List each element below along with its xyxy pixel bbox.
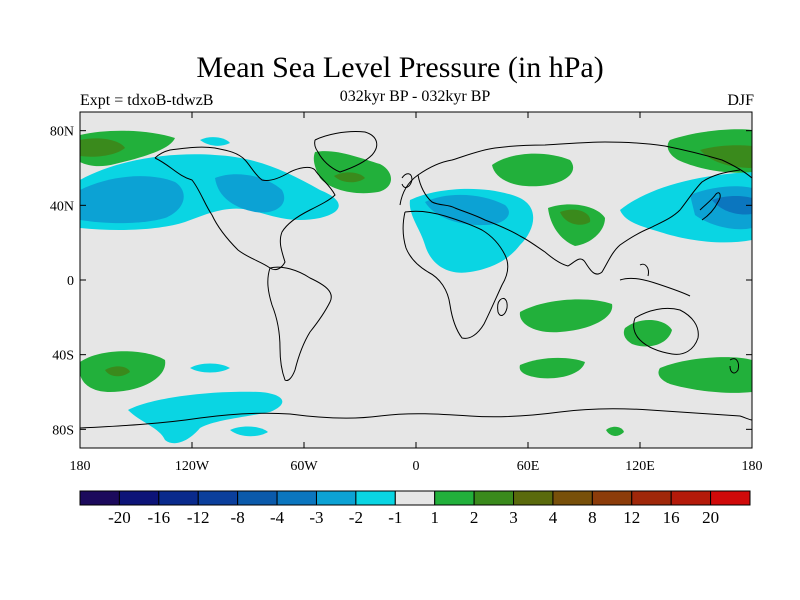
colorbar-label: -2 [349,508,363,527]
south-pacific-negative-small [190,363,230,373]
colorbar-swatch [118,490,160,506]
map-title: Mean Sea Level Pressure (in hPa) [196,51,604,84]
coast-indonesia [619,263,691,297]
colorbar-label: 4 [549,508,558,527]
arctic-positive-west-core [80,138,125,157]
colorbar-swatch [355,490,396,506]
colorbar-label: -12 [187,508,210,527]
colorbar-swatch [591,490,633,506]
colorbar-label: -4 [270,508,285,527]
colorbar-label: 16 [663,508,680,527]
coast-australia [633,307,699,355]
lat-tick-label: 40S [52,349,74,364]
lon-tick-label: 120E [625,459,655,474]
colorbar-swatch [710,490,751,506]
lon-tick-label: 120W [175,459,210,474]
colorbar-label: -1 [388,508,402,527]
lat-tick-label: 80S [52,423,74,438]
colorbar-swatch [670,490,712,506]
colorbar-swatch [631,490,672,506]
lon-tick-label: 0 [413,459,420,474]
colorbar-label: -16 [147,508,170,527]
siberia-positive [492,153,574,187]
colorbar-label: 3 [509,508,518,527]
colorbar-label: 2 [470,508,479,527]
coast-madagascar [497,297,508,316]
south-indian-positive [519,299,613,333]
north-pacific-negative-core [80,176,184,224]
season-label: DJF [727,92,754,109]
colorbar-swatch [473,490,515,506]
antarctic-negative-small [230,426,268,437]
colorbar-label: 12 [623,508,640,527]
colorbar-label: 1 [430,508,439,527]
tibet-positive-core [560,209,591,225]
period-label: 032kyr BP - 032kyr BP [339,88,491,105]
colorbar-swatch [158,490,199,506]
australia-positive [623,319,672,347]
colorbar-swatch [276,490,317,506]
axis-ticks: 80N 40N 0 40S 80S 180 120W 60W 0 60E 120E 180 [50,112,763,474]
colorbar: -20 -16 -12 -8 -4 -3 -2 -1 1 2 3 4 8 12 16 20 [79,490,751,527]
colorbar-label: -20 [108,508,131,527]
north-america-negative-core [215,174,285,213]
lon-tick-label: 60E [517,459,540,474]
greenland-positive-core [334,172,365,183]
lat-tick-label: 80N [50,125,74,140]
arctic-negative-small [200,137,230,146]
lon-tick-label: 60W [290,459,318,474]
colorbar-label: -8 [231,508,245,527]
anomaly-field [80,129,752,444]
coast-uk [401,173,413,188]
coast-new-zealand [729,358,739,374]
colorbar-label: -3 [309,508,323,527]
coast-north-america [154,146,336,271]
coastlines [80,131,752,429]
colorbar-swatch [434,490,475,506]
coast-africa [402,210,509,339]
south-atlantic-positive [519,357,585,379]
arctic-positive-east-core [700,145,752,168]
colorbar-swatch [552,490,593,506]
lat-tick-label: 0 [67,274,74,289]
lon-tick-label: 180 [742,459,763,474]
coast-antarctica [80,408,752,429]
tasman-positive [658,357,752,393]
greenland-positive [313,151,392,194]
west-pacific-negative-center [712,196,752,215]
colorbar-swatch [197,490,239,506]
experiment-label: Expt = tdxoB-tdwzB [80,92,214,109]
colorbar-label: 20 [702,508,719,527]
colorbar-swatch [513,490,554,506]
lat-tick-label: 40N [50,199,74,214]
coast-europe-asia [399,141,752,275]
antarctic-positive-small [606,426,624,436]
colorbar-label: 8 [588,508,597,527]
colorbar-swatch [394,490,436,506]
coast-japan [699,192,721,221]
coast-greenland [314,131,378,173]
lon-tick-label: 180 [70,459,91,474]
colorbar-swatch [79,490,120,506]
colorbar-swatch [237,490,278,506]
mediterranean-negative-core [425,194,509,226]
south-pacific-positive-core [105,366,130,377]
coast-south-america [267,266,332,381]
colorbar-swatch [315,490,357,506]
